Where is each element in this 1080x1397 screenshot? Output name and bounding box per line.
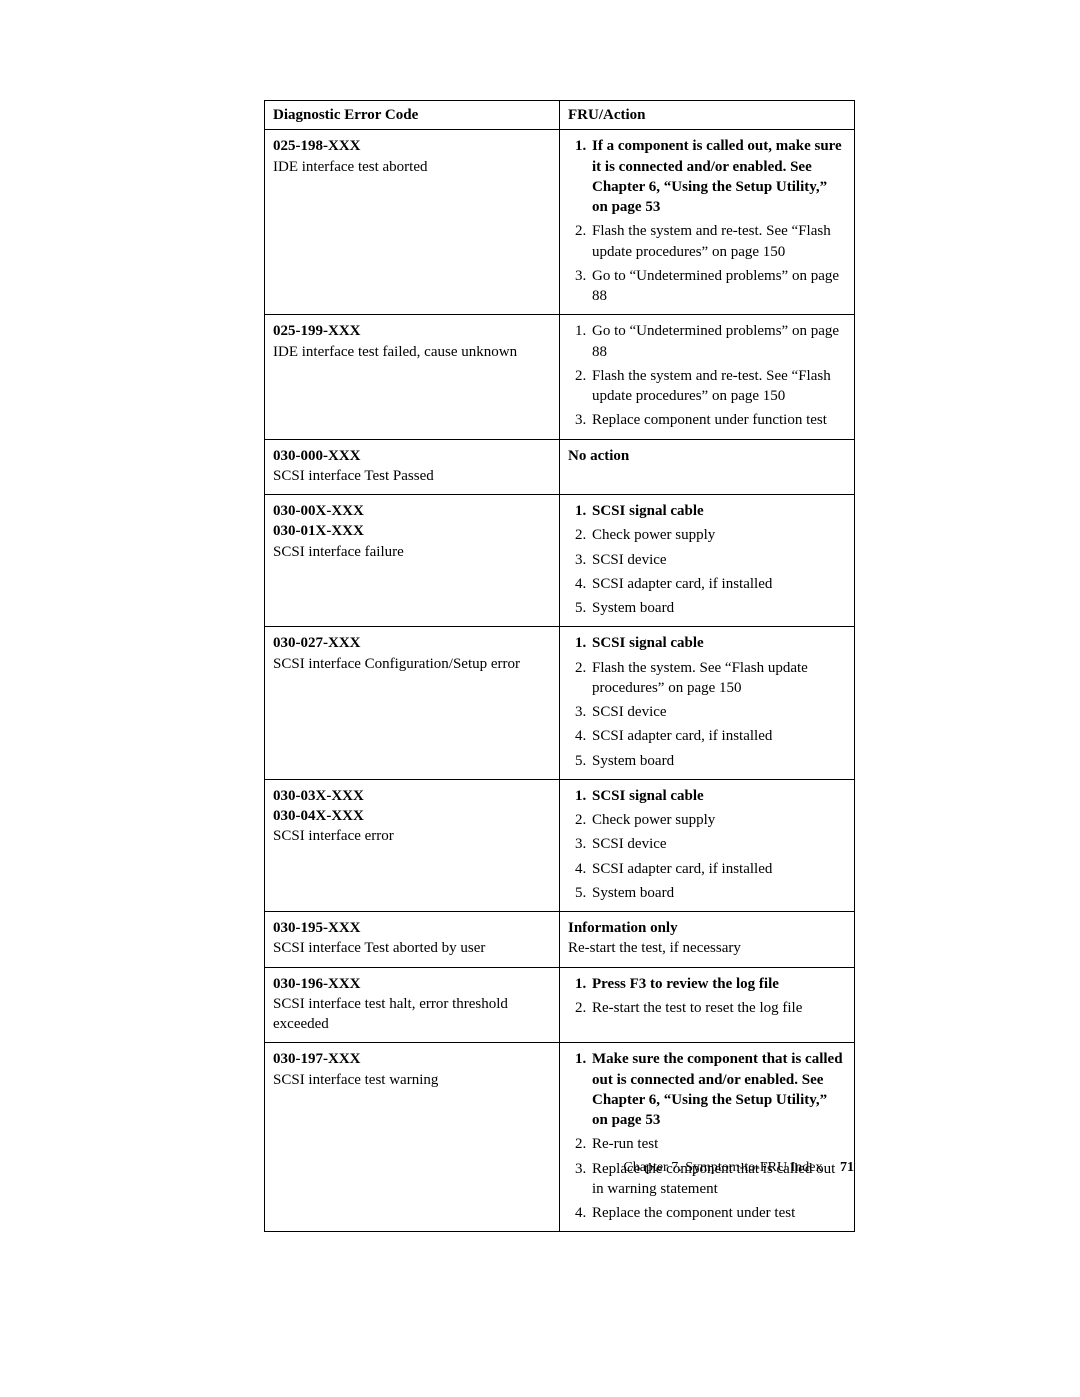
error-code: 030-027-XXX [273,633,551,653]
action-cell: SCSI signal cable Check power supply SCSI … [560,779,855,911]
table-row: 030-00X-XXX030-01X-XXXSCSI interface fai… [265,495,855,627]
error-code-cell: 025-198-XXXIDE interface test aborted [265,130,560,315]
action-item: SCSI adapter card, if installed [590,859,846,879]
action-list: SCSI signal cable Flash the system. See “… [568,633,846,771]
action-plain-rest: Re-start the test, if necessary [568,938,846,958]
action-list: If a component is called out, make sure … [568,136,846,306]
error-code: 030-01X-XXX [273,521,551,541]
action-item: Replace component under function test [590,410,846,430]
table-row: 030-000-XXXSCSI interface Test Passed No … [265,439,855,495]
action-item: Press F3 to review the log file [590,974,846,994]
action-item: System board [590,751,846,771]
error-code: 025-199-XXX [273,321,551,341]
action-item: If a component is called out, make sure … [590,136,846,217]
error-code: 030-195-XXX [273,918,551,938]
table-header-row: Diagnostic Error Code FRU/Action [265,101,855,130]
action-plain-lead: Information only [568,918,846,938]
diagnostic-table: Diagnostic Error Code FRU/Action 025-198… [264,100,855,1232]
action-item: SCSI signal cable [590,633,846,653]
error-description: IDE interface test failed, cause unknown [273,342,551,362]
error-code: 030-04X-XXX [273,806,551,826]
action-list: Go to “Undetermined problems” on page 88… [568,321,846,430]
action-item: SCSI device [590,702,846,722]
error-code-cell: 030-03X-XXX030-04X-XXXSCSI interface err… [265,779,560,911]
error-description: SCSI interface Configuration/Setup error [273,654,551,674]
error-code: 030-03X-XXX [273,786,551,806]
error-code: 030-196-XXX [273,974,551,994]
header-fru-action: FRU/Action [560,101,855,130]
action-item: SCSI signal cable [590,786,846,806]
error-description: SCSI interface Test aborted by user [273,938,551,958]
error-code: 030-197-XXX [273,1049,551,1069]
error-code-cell: 030-197-XXXSCSI interface test warning [265,1043,560,1232]
error-description: SCSI interface failure [273,542,551,562]
table-row: 030-196-XXXSCSI interface test halt, err… [265,967,855,1043]
error-code-cell: 025-199-XXXIDE interface test failed, ca… [265,315,560,439]
page-content: Diagnostic Error Code FRU/Action 025-198… [264,100,854,1232]
action-item: SCSI device [590,550,846,570]
table-row: 030-03X-XXX030-04X-XXXSCSI interface err… [265,779,855,911]
footer-page-number: 71 [840,1160,854,1175]
action-item: Check power supply [590,525,846,545]
table-row: 030-195-XXXSCSI interface Test aborted b… [265,912,855,968]
action-cell: Press F3 to review the log file Re-start … [560,967,855,1043]
error-description: SCSI interface test warning [273,1070,551,1090]
action-item: System board [590,598,846,618]
error-code-cell: 030-000-XXXSCSI interface Test Passed [265,439,560,495]
error-description: SCSI interface Test Passed [273,466,551,486]
action-cell: Information onlyRe-start the test, if ne… [560,912,855,968]
error-description: SCSI interface error [273,826,551,846]
action-item: Make sure the component that is called o… [590,1049,846,1130]
header-error-code: Diagnostic Error Code [265,101,560,130]
table-row: 030-197-XXXSCSI interface test warning Ma… [265,1043,855,1232]
action-cell: Go to “Undetermined problems” on page 88… [560,315,855,439]
action-item: Re-start the test to reset the log file [590,998,846,1018]
action-item: Go to “Undetermined problems” on page 88 [590,266,846,307]
table-row: 030-027-XXXSCSI interface Configuration/… [265,627,855,780]
action-cell: Make sure the component that is called o… [560,1043,855,1232]
error-code: 030-00X-XXX [273,501,551,521]
action-item: SCSI adapter card, if installed [590,574,846,594]
action-item: Flash the system and re-test. See “Flash… [590,221,846,262]
action-item: Check power supply [590,810,846,830]
action-cell: No action [560,439,855,495]
page-footer: Chapter 7. Symptom-to-FRU Index 71 [623,1160,854,1176]
table-row: 025-198-XXXIDE interface test aborted If … [265,130,855,315]
action-list: Make sure the component that is called o… [568,1049,846,1223]
action-item: SCSI adapter card, if installed [590,726,846,746]
action-list: SCSI signal cable Check power supply SCSI … [568,786,846,903]
action-item: Flash the system and re-test. See “Flash… [590,366,846,407]
table-row: 025-199-XXXIDE interface test failed, ca… [265,315,855,439]
error-code-cell: 030-195-XXXSCSI interface Test aborted b… [265,912,560,968]
error-code: 030-000-XXX [273,446,551,466]
action-cell: SCSI signal cable Flash the system. See “… [560,627,855,780]
error-code-cell: 030-027-XXXSCSI interface Configuration/… [265,627,560,780]
error-code: 025-198-XXX [273,136,551,156]
action-item: SCSI signal cable [590,501,846,521]
footer-chapter: Chapter 7. Symptom-to-FRU Index [623,1160,822,1175]
error-description: IDE interface test aborted [273,157,551,177]
action-item: SCSI device [590,834,846,854]
action-plain-lead: No action [568,446,846,466]
action-cell: If a component is called out, make sure … [560,130,855,315]
action-item: Re-run test [590,1134,846,1154]
error-code-cell: 030-00X-XXX030-01X-XXXSCSI interface fai… [265,495,560,627]
action-list: SCSI signal cable Check power supply SCSI … [568,501,846,618]
error-description: SCSI interface test halt, error threshol… [273,994,551,1035]
action-cell: SCSI signal cable Check power supply SCSI … [560,495,855,627]
error-code-cell: 030-196-XXXSCSI interface test halt, err… [265,967,560,1043]
action-item: Flash the system. See “Flash update proc… [590,658,846,699]
action-list: Press F3 to review the log file Re-start … [568,974,846,1019]
action-item: Replace the component under test [590,1203,846,1223]
action-item: System board [590,883,846,903]
action-item: Go to “Undetermined problems” on page 88 [590,321,846,362]
